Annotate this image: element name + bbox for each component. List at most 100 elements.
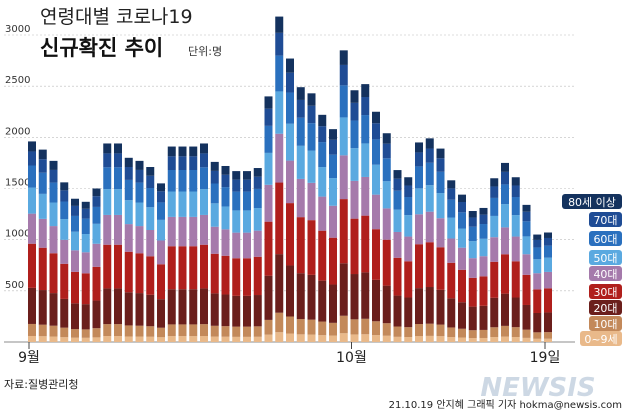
bar-segment (200, 288, 208, 325)
bar-segment (114, 189, 122, 215)
bar-segment (135, 336, 144, 342)
bar-segment (135, 293, 144, 326)
bar-segment (167, 191, 176, 217)
bar-segment (372, 321, 380, 336)
bar-segment (60, 263, 69, 299)
bar-segment (382, 181, 391, 209)
x-tick-label: 10월 (336, 350, 367, 366)
bar-segment (103, 167, 112, 190)
bar-segment (135, 226, 144, 254)
bar-segment (404, 261, 413, 298)
bar-segment (81, 273, 90, 305)
bar-segment (458, 228, 466, 248)
bar-segment (232, 336, 241, 342)
bar-segment (243, 210, 251, 233)
bar-segment (210, 203, 219, 227)
bar-segment (135, 169, 144, 183)
bar-segment (329, 139, 337, 155)
bar-segment (81, 218, 90, 235)
bar-segment (92, 328, 101, 338)
bar-segment (167, 146, 176, 157)
bar-segment (92, 266, 101, 301)
bar-segment (544, 232, 552, 238)
bar-segment (253, 168, 262, 177)
bar-segment (38, 218, 47, 248)
bar-segment (157, 191, 165, 203)
bar-segment (49, 182, 58, 203)
bar-segment (28, 213, 36, 244)
bar-segment (544, 257, 552, 272)
bar-segment (71, 250, 79, 272)
bar-segment (361, 215, 370, 273)
legend-label: 20대 (593, 302, 617, 315)
bar-segment (404, 236, 413, 262)
bar-segment (28, 243, 36, 288)
bar-segment (447, 199, 456, 218)
bar-segment (296, 117, 305, 146)
bar-segment (167, 246, 176, 290)
legend-swatch (589, 266, 622, 281)
bar-segment (275, 133, 284, 183)
bar-segment (533, 332, 542, 339)
bar-segment (253, 208, 262, 231)
source-label: 자료:질병관리청 (4, 378, 79, 391)
bar-segment (253, 188, 262, 209)
bar-segment (339, 315, 348, 334)
bar-segment (447, 217, 456, 239)
bar-segment (124, 167, 133, 180)
bar-segment (28, 141, 36, 152)
bar-segment (167, 156, 176, 170)
bar-segment (210, 226, 219, 254)
bar-segment (146, 167, 155, 176)
credit-line: 21.10.19 안지혜 그래픽 기자 hokma@newsis.com (389, 399, 622, 411)
bar-segment (425, 242, 434, 288)
bar-segment (114, 167, 122, 190)
bar-segment (436, 158, 445, 172)
bar-segment (38, 247, 47, 291)
bar-segment (447, 180, 456, 189)
bar-segment (361, 143, 370, 177)
bar-segment (425, 211, 434, 243)
bar-segment (189, 216, 198, 247)
bar-segment (253, 295, 262, 327)
bar-segment (479, 207, 488, 215)
bar-segment (479, 276, 488, 306)
legend-swatch (589, 212, 622, 227)
bar-segment (436, 148, 445, 159)
bar-segment (415, 336, 423, 342)
y-tick-label: 500 (5, 280, 24, 291)
bar-segment (318, 167, 327, 197)
bar-segment (490, 178, 499, 187)
bar-segment (81, 234, 90, 253)
bar-segment (361, 84, 370, 98)
bar-segment (393, 295, 402, 327)
bar-segment (275, 91, 284, 134)
bar-segment (522, 236, 531, 255)
bar-segment (49, 160, 58, 170)
bar-segment (200, 214, 208, 245)
bar-segment (533, 312, 542, 333)
bar-segment (361, 176, 370, 216)
bar-segment (124, 325, 133, 337)
bar-segment (286, 72, 294, 93)
bar-segment (210, 325, 219, 337)
bar-segment (490, 327, 499, 338)
bar-segment (318, 280, 327, 322)
bar-segment (189, 324, 198, 337)
bar-segment (200, 324, 208, 337)
bar-segment (522, 221, 531, 237)
bar-segment (468, 211, 477, 218)
bar-segment (296, 217, 305, 274)
bar-segment (361, 318, 370, 335)
bar-segment (415, 324, 423, 337)
bar-segment (221, 229, 230, 256)
bar-segment (436, 336, 445, 342)
bar-segment (71, 215, 79, 232)
bar-segment (393, 257, 402, 296)
bar-segment (210, 293, 219, 326)
bar-segment (425, 323, 434, 336)
bar-segment (92, 337, 101, 342)
bar-segment (307, 150, 316, 183)
legend-label: 0~9세 (584, 333, 617, 346)
bar-segment (167, 324, 176, 337)
